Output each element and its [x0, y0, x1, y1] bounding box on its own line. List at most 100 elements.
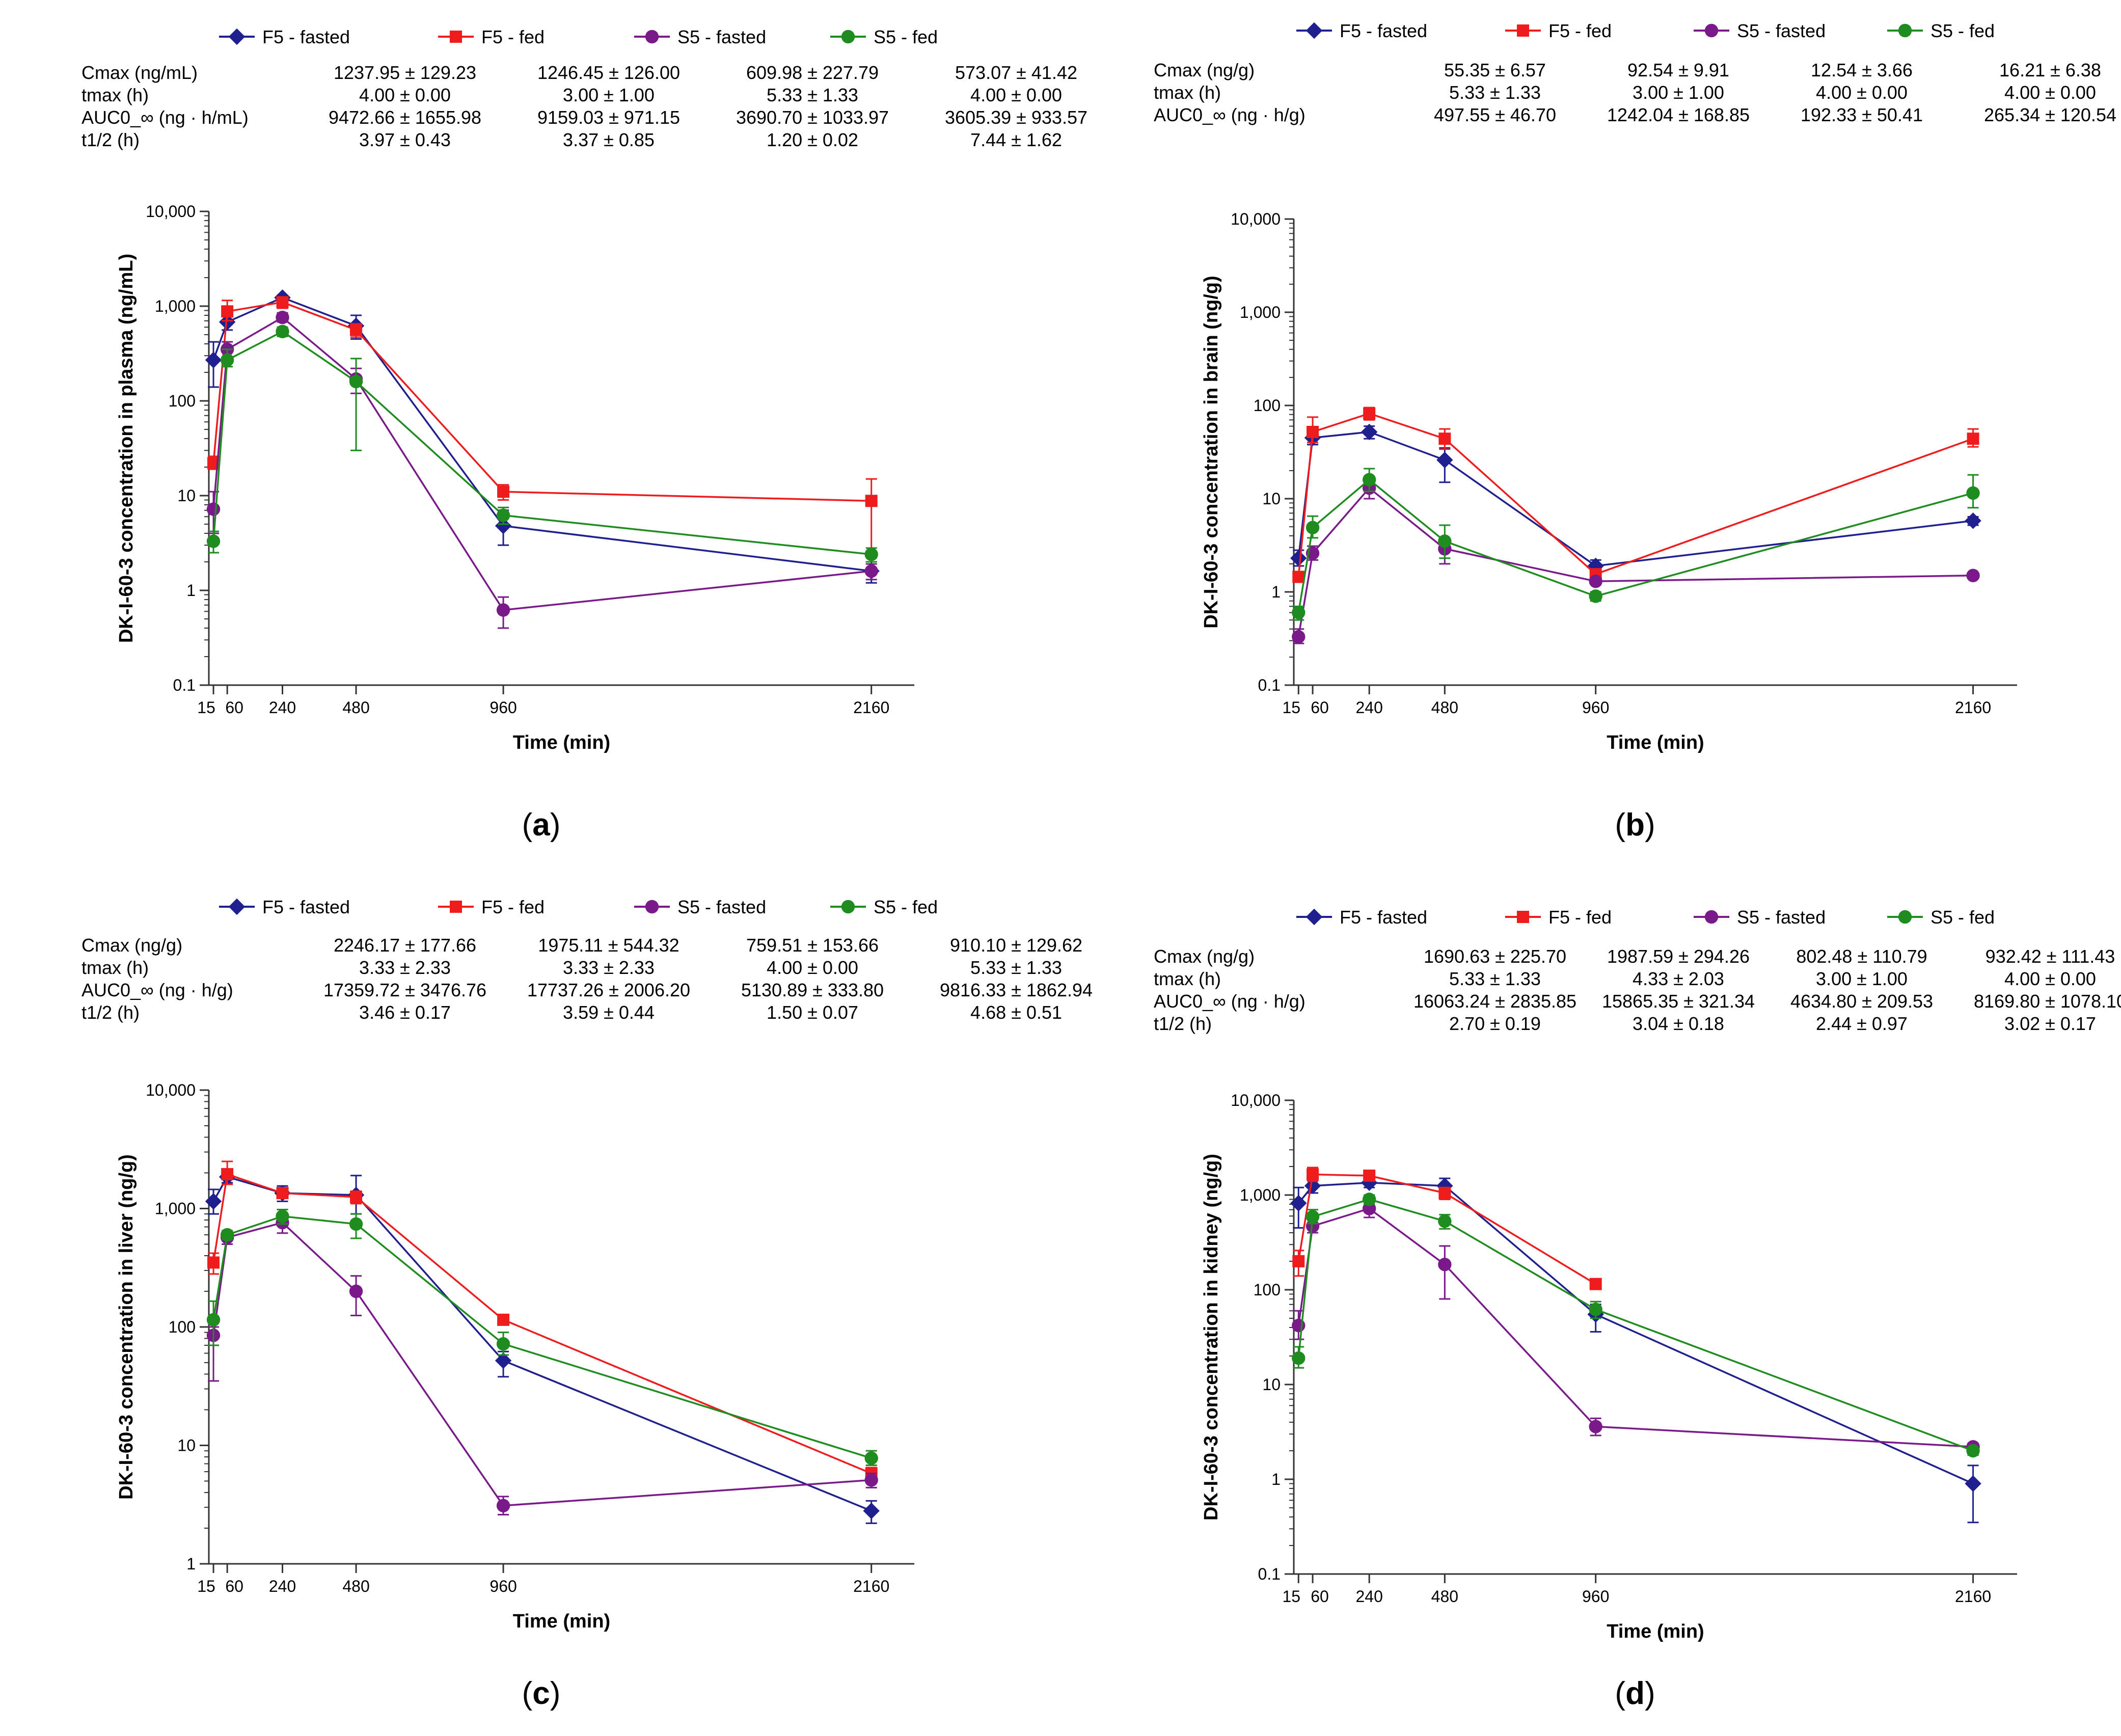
data-point — [495, 1352, 512, 1369]
series — [1292, 406, 1979, 583]
y-axis-label: DK-I-60-3 concentration in plasma (ng/mL… — [116, 254, 137, 643]
series — [206, 1209, 878, 1466]
data-point — [864, 564, 878, 578]
data-point — [864, 1473, 878, 1487]
stats-value: 17737.26 ± 2006.20 — [527, 980, 690, 1000]
data-point — [206, 1313, 221, 1327]
series-line — [212, 1176, 872, 1512]
x-tick-label: 960 — [1582, 1587, 1609, 1606]
series — [206, 1213, 878, 1516]
stats-row-label: AUC0_∞ (ng · h/g) — [1154, 991, 1306, 1012]
stats-value: 3605.39 ± 933.57 — [945, 107, 1087, 128]
x-tick-label: 15 — [1282, 1587, 1300, 1606]
legend-label: S5 - fasted — [677, 26, 766, 47]
data-point — [864, 548, 878, 561]
data-point — [1965, 512, 1981, 529]
stats-row-label: Cmax (ng/g) — [1154, 946, 1255, 967]
stats-value: 3.37 ± 0.85 — [563, 129, 655, 150]
stats-value: 3690.70 ± 1033.97 — [736, 107, 889, 128]
data-point — [1965, 1475, 1981, 1492]
data-point — [219, 313, 236, 331]
legend-label: F5 - fasted — [1340, 20, 1427, 41]
series-line — [212, 316, 872, 611]
panel-c: F5 - fasted F5 - fed S5 - fasted S5 - fed Cm… — [81, 897, 1093, 1711]
x-tick-label: 240 — [269, 698, 296, 717]
x-tick-label: 2160 — [1955, 1587, 1991, 1606]
data-point — [221, 1168, 234, 1181]
series-line — [1297, 486, 1973, 637]
y-tick-label: 1,000 — [1240, 303, 1281, 321]
data-point — [1363, 407, 1376, 420]
data-point — [496, 508, 510, 522]
stats-value: 4.00 ± 0.00 — [359, 85, 451, 105]
data-point — [1292, 1255, 1305, 1268]
y-tick-label: 0.1 — [1258, 676, 1281, 694]
legend-marker — [645, 900, 659, 914]
data-point — [205, 351, 222, 368]
stats-row-label: AUC0_∞ (ng · h/g) — [1154, 104, 1306, 125]
stats-value: 3.59 ± 0.44 — [563, 1002, 655, 1023]
stats-row-label: AUC0_∞ (ng · h/mL) — [81, 107, 249, 128]
x-tick-label: 480 — [1431, 698, 1458, 717]
data-point — [276, 1209, 289, 1223]
stats-row-label: Cmax (ng/g) — [81, 935, 182, 956]
x-tick-label: 60 — [225, 698, 243, 717]
data-point — [865, 495, 878, 507]
stats-value: 16063.24 ± 2835.85 — [1413, 991, 1576, 1012]
legend-entry: F5 - fed — [1505, 907, 1612, 928]
data-point — [1307, 425, 1319, 438]
x-tick-label: 960 — [1582, 698, 1609, 717]
x-tick-label: 2160 — [853, 698, 889, 717]
data-point — [1589, 574, 1602, 588]
series — [1292, 1167, 1602, 1290]
series — [1292, 1192, 1980, 1458]
stats-value: 2.44 ± 0.97 — [1816, 1013, 1908, 1034]
data-point — [497, 1313, 510, 1326]
legend-entry: S5 - fed — [1887, 20, 1995, 41]
stats-value: 9816.33 ± 1862.94 — [940, 980, 1093, 1000]
data-point — [1306, 521, 1320, 534]
x-axis-label: Time (min) — [513, 1611, 610, 1632]
x-tick-label: 240 — [1355, 1587, 1382, 1606]
series-line — [212, 301, 872, 502]
legend-entry: F5 - fasted — [219, 26, 350, 47]
y-tick-label: 1,000 — [1240, 1186, 1281, 1204]
legend-marker — [1704, 23, 1719, 38]
data-point — [1290, 1195, 1307, 1212]
data-point — [1306, 1219, 1320, 1233]
series — [206, 324, 878, 563]
stats-value: 15865.35 ± 321.34 — [1602, 991, 1755, 1012]
x-tick-label: 2160 — [853, 1577, 889, 1595]
series — [207, 296, 878, 552]
stats-value: 3.46 ± 0.17 — [359, 1002, 451, 1023]
x-tick-label: 15 — [197, 698, 215, 717]
data-point — [496, 1499, 510, 1512]
data-point — [1589, 1303, 1602, 1316]
data-point — [1589, 1278, 1602, 1290]
data-point — [350, 323, 363, 336]
data-point — [1290, 550, 1307, 567]
x-tick-label: 960 — [490, 698, 516, 717]
legend-entry: F5 - fed — [1505, 20, 1612, 41]
data-point — [864, 1451, 878, 1465]
stats-value: 265.34 ± 120.54 — [1984, 104, 2116, 125]
stats-value: 5130.89 ± 333.80 — [741, 980, 884, 1000]
data-point — [863, 1502, 880, 1520]
y-tick-label: 1,000 — [155, 297, 196, 315]
data-point — [1292, 630, 1306, 644]
series — [1292, 1201, 1980, 1454]
stats-value: 573.07 ± 41.42 — [955, 62, 1077, 83]
x-tick-label: 480 — [1431, 1587, 1458, 1606]
data-point — [1966, 1444, 1980, 1458]
y-tick-label: 1,000 — [155, 1200, 196, 1218]
x-tick-label: 2160 — [1955, 698, 1991, 717]
data-point — [349, 1217, 363, 1231]
x-axis-label: Time (min) — [1607, 1621, 1704, 1642]
stats-value: 4.68 ± 0.51 — [970, 1002, 1062, 1023]
legend-entry: S5 - fed — [1887, 907, 1995, 928]
stats-value: 12.54 ± 3.66 — [1811, 60, 1913, 80]
legend-label: S5 - fed — [874, 897, 938, 917]
y-axis-label: DK-I-60-3 concentration in kidney (ng/g) — [1201, 1154, 1222, 1521]
x-axis-label: Time (min) — [513, 732, 610, 753]
y-tick-label: 1 — [186, 581, 196, 600]
